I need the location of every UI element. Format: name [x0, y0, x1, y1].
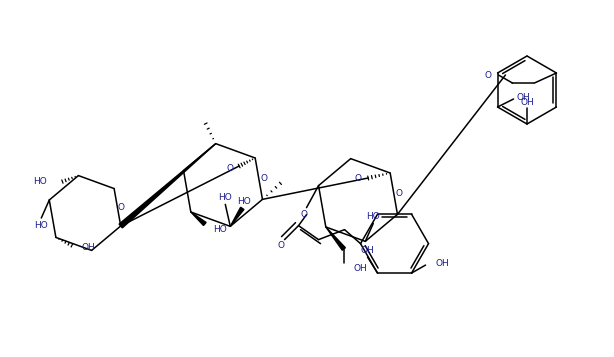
Text: OH: OH — [354, 265, 368, 273]
Text: O: O — [354, 174, 361, 182]
Text: OH: OH — [82, 243, 96, 252]
Text: O: O — [226, 164, 233, 172]
Text: OH: OH — [435, 258, 449, 268]
Text: OH: OH — [520, 97, 534, 106]
Text: HO: HO — [219, 193, 232, 202]
Text: O: O — [484, 70, 491, 80]
Text: O: O — [260, 174, 267, 183]
Text: HO: HO — [213, 226, 227, 235]
Polygon shape — [326, 227, 345, 250]
Text: O: O — [300, 210, 307, 219]
Text: HO: HO — [238, 197, 251, 206]
Polygon shape — [191, 212, 206, 226]
Text: O: O — [277, 241, 284, 250]
Text: HO: HO — [367, 212, 380, 221]
Text: O: O — [118, 203, 125, 212]
Text: OH: OH — [516, 92, 530, 101]
Text: O: O — [395, 189, 402, 198]
Text: HO: HO — [33, 177, 47, 186]
Polygon shape — [119, 144, 216, 228]
Text: OH: OH — [360, 246, 375, 255]
Polygon shape — [230, 207, 244, 226]
Text: HO: HO — [34, 221, 48, 230]
